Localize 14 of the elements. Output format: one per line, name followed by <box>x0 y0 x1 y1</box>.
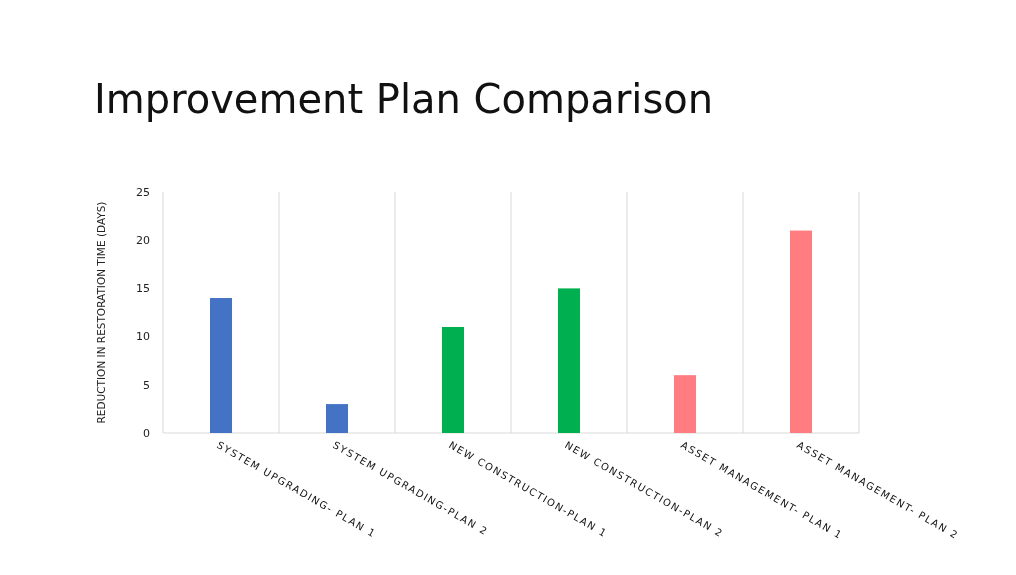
y-tick-label: 15 <box>136 282 150 296</box>
chart-title: Improvement Plan Comparison <box>94 76 714 122</box>
bar <box>789 230 813 433</box>
bar <box>325 404 349 433</box>
y-axis-title: REDUCTION IN RESTORATION TIME (DAYS) <box>95 201 107 424</box>
y-tick-label: 10 <box>136 330 150 344</box>
bar <box>673 375 697 433</box>
bar <box>557 288 581 433</box>
y-tick-label: 5 <box>143 378 150 392</box>
y-tick-label: 0 <box>143 426 150 440</box>
bar <box>209 298 233 433</box>
y-tick-label: 20 <box>136 234 150 248</box>
y-tick-label: 25 <box>136 185 150 199</box>
bar <box>441 326 465 433</box>
